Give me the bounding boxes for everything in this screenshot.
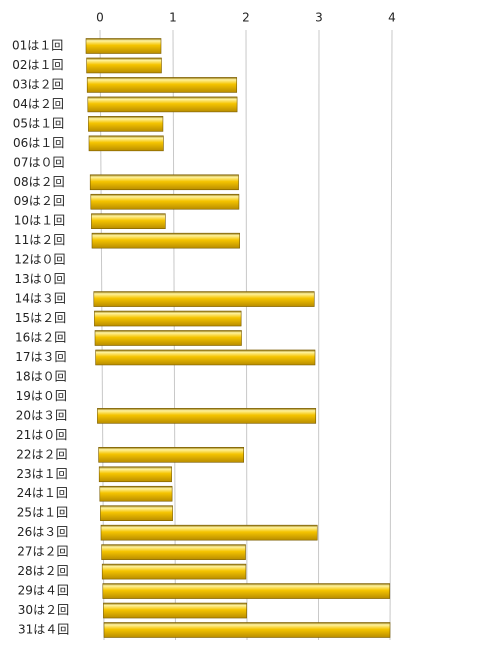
bar	[103, 622, 391, 638]
y-tick-label: 07は０回	[13, 155, 64, 169]
y-tick-label: 01は１回	[12, 39, 63, 53]
bar	[91, 213, 166, 229]
bar	[101, 563, 247, 580]
bar	[85, 38, 162, 54]
grid-line	[318, 29, 320, 641]
y-tick-label: 08は２回	[13, 175, 64, 189]
x-tick-label: 0	[96, 11, 104, 25]
y-tick-label: 02は１回	[12, 58, 63, 72]
bar	[100, 524, 318, 541]
y-tick-label: 19は０回	[16, 389, 67, 403]
y-tick-label: 11は２回	[14, 233, 65, 247]
y-tick-label: 23は１回	[16, 467, 67, 481]
y-tick-label: 22は２回	[16, 447, 67, 461]
bar	[88, 116, 164, 132]
y-tick-label: 14は３回	[15, 292, 66, 306]
y-tick-label: 05は１回	[13, 116, 64, 130]
y-tick-label: 12は０回	[14, 253, 65, 267]
grid-line	[389, 29, 393, 641]
bar	[98, 446, 245, 463]
bar	[94, 330, 242, 346]
grid-line	[245, 29, 248, 641]
bar	[86, 77, 238, 93]
bar	[103, 602, 247, 619]
x-tick-label: 4	[388, 11, 396, 25]
y-tick-label: 30は２回	[18, 603, 69, 617]
bar	[95, 349, 316, 366]
y-tick-label: 04は２回	[13, 97, 64, 111]
bar	[97, 408, 317, 424]
x-tick-label: 1	[169, 11, 177, 25]
bar	[102, 583, 391, 599]
y-tick-label: 29は４回	[18, 584, 69, 598]
bar	[100, 505, 173, 522]
bar	[86, 57, 162, 74]
bar	[98, 466, 172, 483]
y-tick-label: 27は２回	[17, 545, 68, 559]
bar	[88, 135, 164, 152]
y-tick-label: 09は２回	[14, 194, 65, 208]
y-tick-label: 24は１回	[17, 486, 68, 500]
y-tick-label: 03は２回	[12, 77, 63, 91]
y-tick-label: 20は３回	[16, 408, 67, 422]
y-tick-label: 18は０回	[15, 369, 66, 383]
bar	[101, 544, 246, 560]
bar	[87, 96, 238, 113]
bar	[90, 193, 240, 210]
bar	[93, 291, 315, 307]
y-tick-label: 28は２回	[17, 564, 68, 578]
y-tick-label: 16は２回	[15, 331, 66, 345]
x-tick-label: 3	[315, 11, 323, 25]
bar	[91, 232, 240, 249]
y-tick-label: 17は３回	[15, 350, 66, 364]
y-tick-label: 13は０回	[14, 272, 65, 286]
bar	[99, 485, 173, 502]
bar	[89, 174, 239, 191]
x-tick-label: 2	[242, 11, 250, 25]
y-tick-label: 31は４回	[18, 623, 69, 637]
y-tick-label: 25は１回	[17, 506, 68, 520]
y-tick-label: 10は１回	[14, 214, 65, 228]
y-tick-label: 21は０回	[16, 428, 67, 442]
bar	[94, 310, 242, 327]
y-tick-label: 15は２回	[15, 311, 66, 325]
y-tick-label: 06は１回	[13, 136, 64, 150]
y-tick-label: 26は３回	[17, 525, 68, 539]
